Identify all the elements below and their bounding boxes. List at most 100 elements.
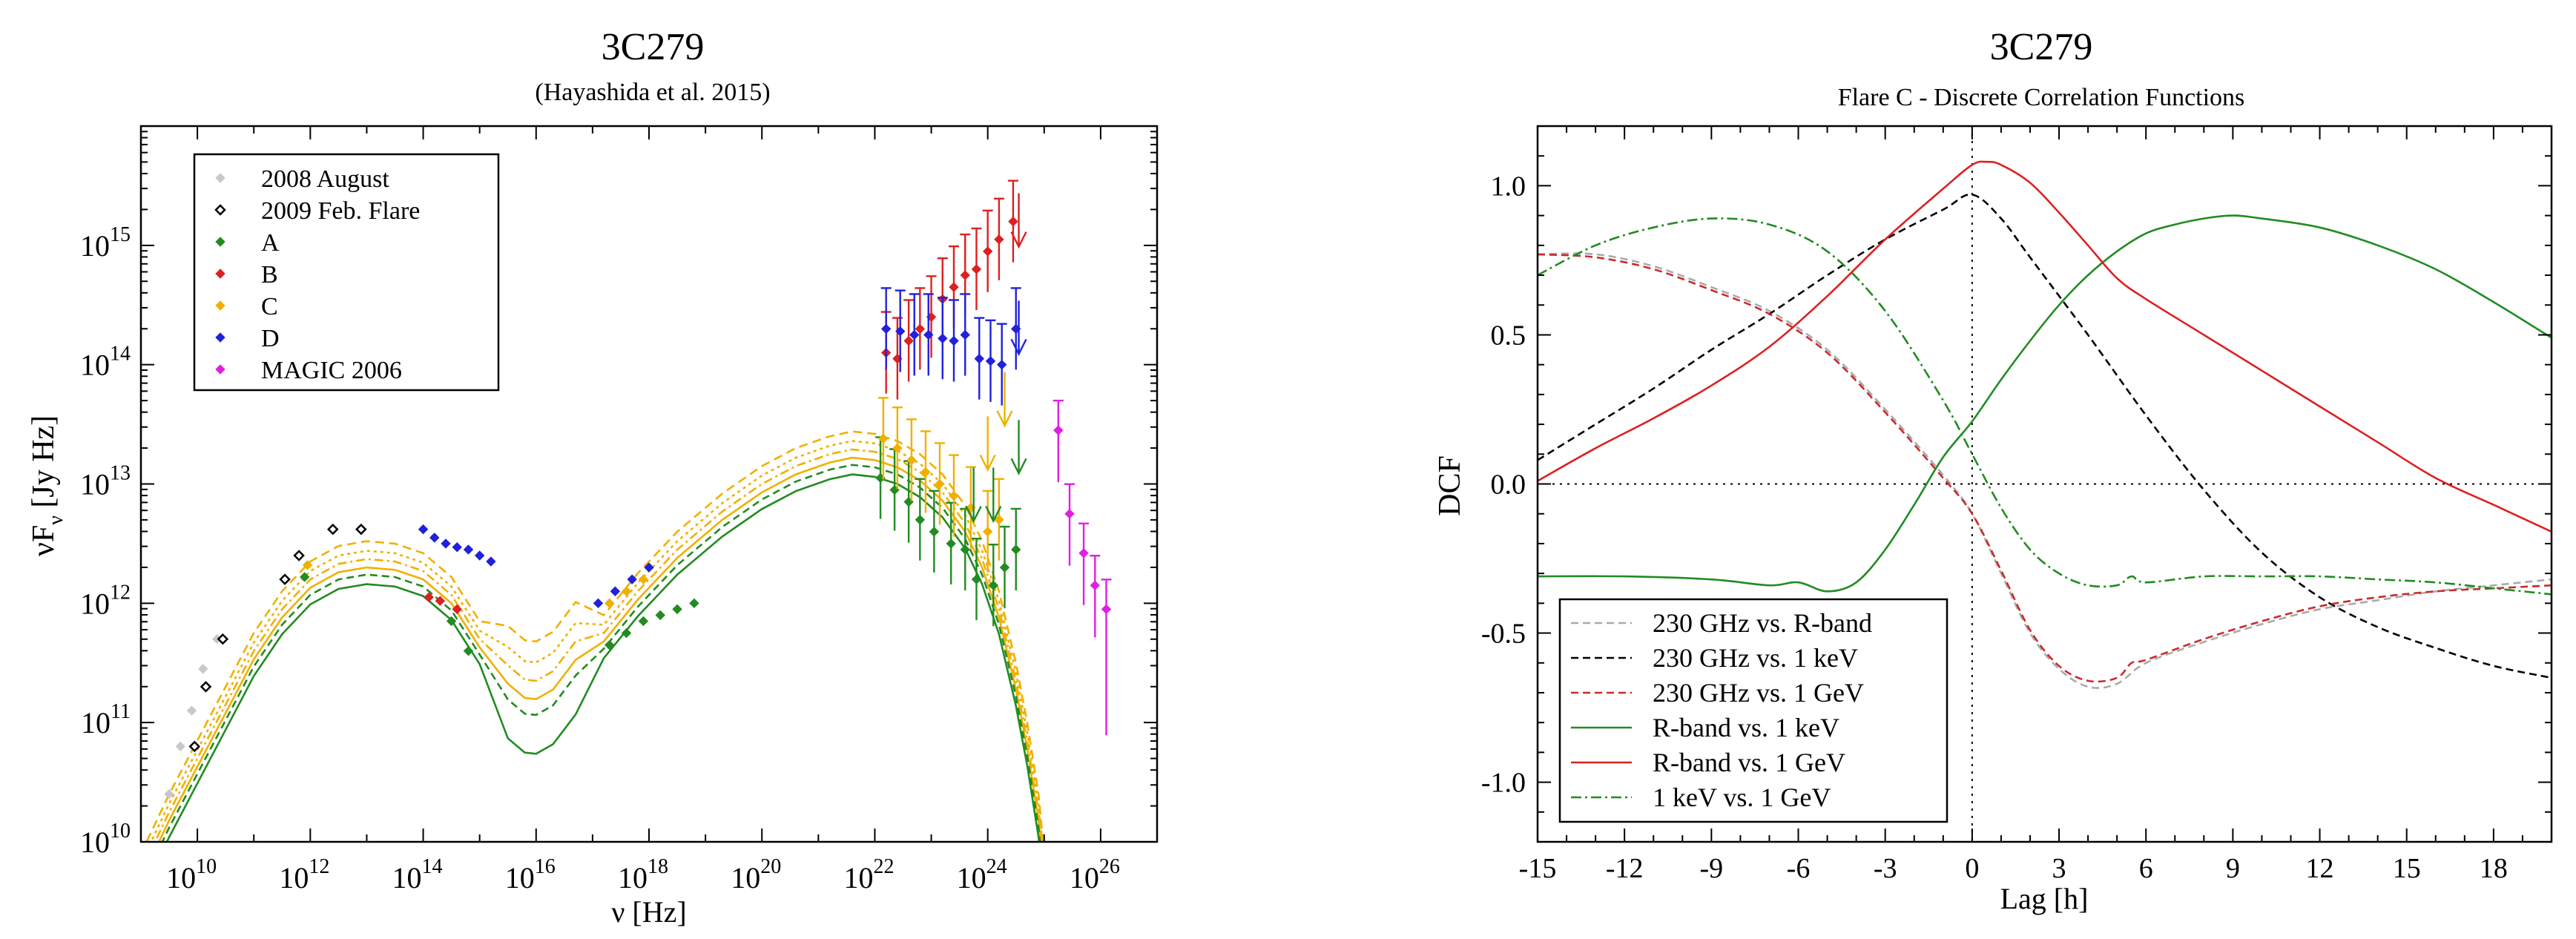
sed-y-axis: 1010 1011 1012 1013 1014 1015: [80, 125, 1157, 859]
sed-series: [424, 179, 1018, 615]
sed-point: [994, 515, 1004, 525]
sed-point: [424, 592, 434, 602]
sed-point: [1008, 216, 1018, 227]
dcf-series-line: [1538, 214, 2552, 593]
sed-point: [878, 433, 889, 444]
sed-x-tick-label: 1024: [957, 855, 1007, 894]
dcf-x-tick-label: 15: [2393, 853, 2421, 884]
sed-point: [1011, 544, 1021, 555]
sed-model-curve: [145, 430, 1044, 842]
dcf-subtitle: Flare C - Discrete Correlation Functions: [1838, 84, 2245, 111]
dcf-x-tick-label: -9: [1700, 853, 1724, 884]
sed-x-tick-label: 1012: [279, 855, 329, 894]
sed-y-label: νFν [Jy Hz]: [27, 415, 67, 556]
dcf-x-tick-label: -12: [1606, 853, 1644, 884]
sed-series: [418, 287, 1021, 609]
sed-x-axis: 1010 1012 1014 1016 1018 1020 1022 1024 1026: [140, 126, 1158, 894]
sed-point: [429, 533, 440, 543]
sed-x-tick-label: 1020: [731, 855, 781, 894]
sed-legend-marker: [215, 268, 225, 279]
dcf-series-lines: [1538, 160, 2552, 689]
sed-point: [929, 527, 940, 537]
sed-point: [446, 616, 457, 627]
dcf-series-line: [1538, 160, 2552, 533]
sed-point: [644, 562, 654, 573]
sed-point: [486, 556, 496, 567]
sed-legend-label: C: [261, 293, 278, 320]
dcf-legend-label: R-band vs. 1 GeV: [1653, 748, 1845, 777]
dcf-legend-label: 230 GHz vs. R-band: [1653, 608, 1872, 638]
sed-point: [892, 443, 903, 453]
sed-point: [903, 335, 914, 346]
sed-legend-label: 2008 August: [261, 165, 389, 193]
sed-y-label-sub: ν: [45, 515, 67, 525]
sed-series: [300, 436, 1021, 656]
dcf-legend-label: 230 GHz vs. 1 keV: [1653, 643, 1858, 673]
sed-point: [463, 645, 474, 656]
sed-point: [960, 270, 970, 280]
sed-point: [960, 329, 970, 340]
sed-upper-limit-arrow: [985, 506, 1002, 524]
sed-point: [610, 586, 621, 596]
sed-point: [974, 353, 984, 364]
sed-legend-marker: [215, 237, 225, 247]
sed-upper-limit-arrow: [1010, 338, 1027, 357]
sed-x-label: ν [Hz]: [611, 895, 686, 929]
sed-y-tick-label: 1014: [80, 343, 131, 382]
sed-point: [418, 524, 429, 535]
sed-upper-limit-arrow: [965, 506, 982, 524]
sed-y-tick-label: 1011: [81, 700, 131, 739]
dcf-y-tick-label: 1.0: [1491, 171, 1526, 202]
sed-subtitle: (Hayashida et al. 2015): [535, 79, 770, 106]
dcf-x-tick-label: -3: [1874, 853, 1897, 884]
sed-point: [198, 664, 208, 674]
dcf-x-tick-label: 6: [2139, 853, 2153, 884]
sed-point: [655, 610, 665, 621]
sed-point: [627, 574, 637, 584]
sed-series: [188, 523, 367, 753]
sed-point: [971, 264, 982, 274]
dcf-legend-label: R-band vs. 1 keV: [1653, 713, 1839, 742]
sed-point: [441, 538, 451, 549]
dcf-reference-lines: [1538, 126, 2552, 842]
sed-data-points: [164, 179, 1112, 800]
dcf-legend: 230 GHz vs. R-band 230 GHz vs. 1 keV 230 G…: [1558, 598, 1949, 823]
sed-y-tick-label: 1015: [80, 223, 131, 263]
dcf-legend-label: 1 keV vs. 1 GeV: [1653, 782, 1831, 812]
dcf-y-tick-label: -0.5: [1481, 619, 1526, 650]
sed-point: [672, 604, 682, 615]
dcf-y-label: DCF: [1433, 455, 1467, 516]
dcf-x-tick-label: -15: [1519, 853, 1557, 884]
sed-point: [994, 234, 1004, 245]
sed-point: [949, 490, 959, 501]
dcf-y-axis: -1.0 -0.5 0.0 0.5 1.0: [1481, 125, 2552, 843]
sed-x-tick-label: 1016: [505, 855, 556, 894]
sed-point: [946, 538, 956, 549]
sed-point: [638, 574, 649, 584]
sed-legend-marker: [215, 364, 225, 375]
sed-point: [938, 333, 948, 343]
sed-point: [279, 573, 291, 585]
sed-point: [982, 527, 993, 537]
dcf-chart: 3C279 Flare C - Discrete Correlation Fun…: [1433, 26, 2553, 915]
sed-legend-marker: [215, 332, 225, 343]
dcf-x-tick-label: 0: [1965, 853, 1979, 884]
dcf-y-tick-label: -1.0: [1481, 768, 1526, 799]
sed-x-tick-label: 1026: [1070, 855, 1120, 894]
sed-point: [474, 550, 485, 561]
dcf-x-tick-label: -6: [1787, 853, 1811, 884]
sed-point: [920, 467, 931, 478]
sed-legend-label: B: [261, 261, 278, 289]
sed-y-label-main: νF: [27, 525, 61, 556]
sed-upper-limit-arrow: [979, 454, 996, 472]
sed-point: [982, 246, 993, 257]
sed-point: [1078, 548, 1089, 559]
dcf-x-tick-label: 18: [2480, 853, 2508, 884]
sed-point: [689, 598, 699, 609]
sed-point: [200, 681, 212, 693]
sed-point: [1101, 604, 1112, 615]
dcf-series-line: [1538, 252, 2552, 689]
sed-series: [1053, 399, 1112, 736]
dcf-series-line: [1538, 217, 2552, 596]
sed-point: [164, 788, 174, 800]
